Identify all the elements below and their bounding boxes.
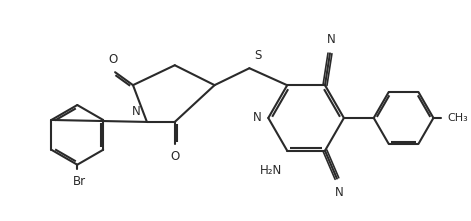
Text: N: N [252,111,261,124]
Text: H₂N: H₂N [260,164,282,177]
Text: N: N [326,33,335,46]
Text: Br: Br [73,175,87,188]
Text: CH₃: CH₃ [447,113,468,123]
Text: N: N [132,105,141,118]
Text: O: O [108,53,118,66]
Text: O: O [170,150,179,163]
Text: S: S [254,49,262,62]
Text: N: N [334,185,343,198]
